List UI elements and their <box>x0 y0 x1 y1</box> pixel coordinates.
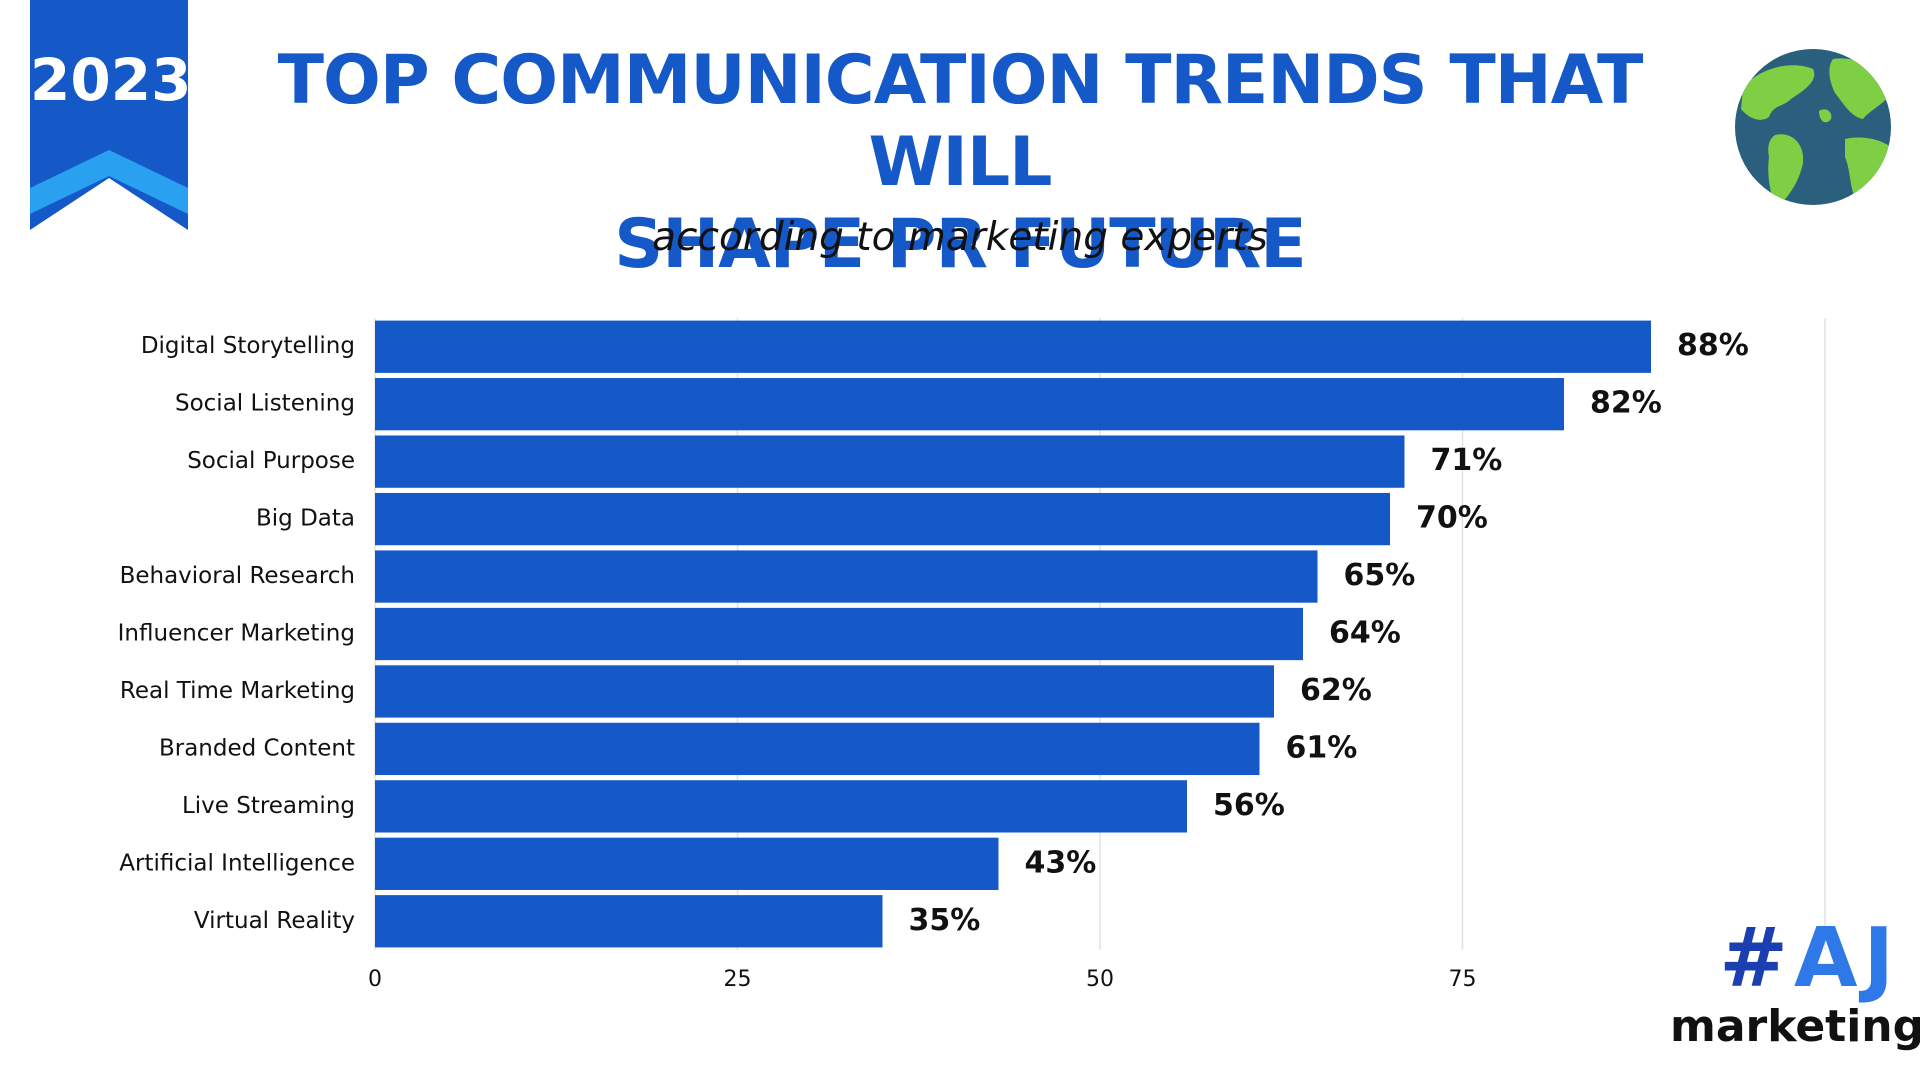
x-tick-label-0: 0 <box>368 967 382 992</box>
value-label-10: 35% <box>909 903 981 938</box>
value-label-0: 88% <box>1677 328 1749 363</box>
category-label-4: Behavioral Research <box>120 563 355 589</box>
value-label-7: 61% <box>1286 730 1358 765</box>
ribbon-chevron <box>30 150 188 214</box>
bar-6 <box>375 665 1274 718</box>
value-label-3: 70% <box>1416 501 1488 536</box>
page-subtitle: according to marketing experts <box>652 215 1268 260</box>
x-tick-label-3: 75 <box>1449 967 1477 992</box>
value-label-5: 64% <box>1329 616 1401 651</box>
year-ribbon <box>30 0 188 230</box>
bar-2 <box>375 435 1405 488</box>
logo-letters: AJ <box>1794 911 1900 1006</box>
x-tick-label-1: 25 <box>724 967 752 992</box>
bar-5 <box>375 607 1303 661</box>
title-line-1: TOP COMMUNICATION TRENDS THAT WILL <box>277 41 1644 202</box>
category-label-7: Branded Content <box>159 735 355 761</box>
category-label-6: Real Time Marketing <box>120 678 355 704</box>
bar-8 <box>375 780 1187 833</box>
bar-9 <box>375 837 999 890</box>
category-label-8: Live Streaming <box>182 793 355 819</box>
category-label-5: Influencer Marketing <box>118 621 355 647</box>
logo-hash: # <box>1719 911 1795 1006</box>
value-label-9: 43% <box>1025 845 1097 880</box>
page-title: TOP COMMUNICATION TRENDS THAT WILL SHAPE… <box>200 40 1720 286</box>
category-label-9: Artificial Intelligence <box>119 850 355 876</box>
logo-word: marketing <box>1670 1001 1920 1052</box>
bar-1 <box>375 378 1564 431</box>
value-label-4: 65% <box>1344 558 1416 593</box>
bar-4 <box>375 550 1318 603</box>
year-badge: 2023 <box>30 46 192 114</box>
category-label-10: Virtual Reality <box>194 908 355 934</box>
category-label-0: Digital Storytelling <box>141 333 355 359</box>
logo-mark: #AJ <box>1670 918 1900 1000</box>
x-axis-ticks: 0 25 50 75 <box>368 967 1477 992</box>
globe-icon <box>1735 49 1891 205</box>
bar-7 <box>375 722 1260 776</box>
category-label-2: Social Purpose <box>187 448 355 474</box>
value-label-2: 71% <box>1431 443 1503 478</box>
x-tick-label-2: 50 <box>1086 967 1114 992</box>
brand-logo: #AJ marketing <box>1670 918 1920 1052</box>
bar-10 <box>375 895 883 948</box>
category-label-3: Big Data <box>256 506 355 532</box>
bar-0 <box>375 320 1651 373</box>
title-line-2: SHAPE PR FUTURE <box>614 205 1306 284</box>
category-label-1: Social Listening <box>175 391 355 417</box>
value-label-8: 56% <box>1213 788 1285 823</box>
bars <box>375 320 1651 948</box>
value-label-1: 82% <box>1590 386 1662 421</box>
value-label-6: 62% <box>1300 673 1372 708</box>
bar-3 <box>375 492 1390 546</box>
value-labels: 88% 82% 71% 70%65% 64% 62% 61%56% 43% 35% <box>909 328 1749 938</box>
category-labels: Digital Storytelling Social Listening Soci… <box>118 333 355 934</box>
